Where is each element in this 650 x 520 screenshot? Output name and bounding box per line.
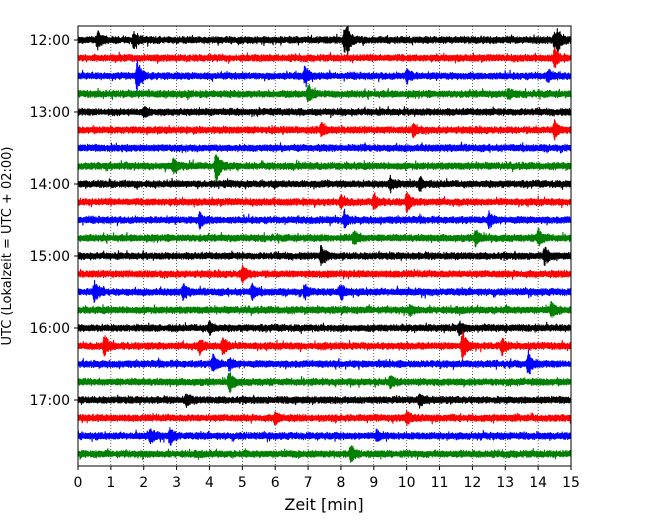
x-tick-label: 5 bbox=[238, 475, 247, 491]
x-tick-label: 9 bbox=[369, 475, 378, 491]
x-tick-label: 8 bbox=[336, 475, 345, 491]
trace-1615 bbox=[77, 331, 572, 363]
y-tick-label: 13:00 bbox=[30, 105, 70, 121]
x-tick-label: 10 bbox=[398, 475, 416, 491]
x-tick-label: 13 bbox=[496, 475, 514, 491]
trace-1630 bbox=[77, 349, 572, 375]
trace-1700 bbox=[77, 393, 572, 409]
trace-1245 bbox=[77, 84, 572, 103]
y-axis-ticks: 12:00 13:00 14:00 15:00 16:00 17:00 bbox=[30, 33, 78, 409]
x-tick-label: 0 bbox=[74, 475, 83, 491]
trace-1430 bbox=[77, 208, 572, 230]
x-tick-label: 3 bbox=[172, 475, 181, 491]
x-tick-label: 11 bbox=[431, 475, 449, 491]
x-tick-label: 2 bbox=[139, 475, 148, 491]
y-tick-label: 15:00 bbox=[30, 249, 70, 265]
x-tick-label: 15 bbox=[562, 475, 580, 491]
trace-1500 bbox=[77, 245, 572, 267]
x-tick-label: 1 bbox=[106, 475, 115, 491]
trace-1230 bbox=[77, 59, 572, 96]
x-tick-label: 7 bbox=[304, 475, 313, 491]
trace-1215 bbox=[77, 46, 572, 68]
trace-1545 bbox=[77, 301, 572, 318]
trace-1730 bbox=[77, 427, 572, 446]
x-axis-label: Zeit [min] bbox=[284, 495, 363, 514]
x-axis-ticks: 0 1 2 3 4 5 6 7 8 9 10 11 12 13 14 15 bbox=[74, 466, 580, 491]
plot-frame bbox=[77, 25, 572, 467]
trace-1530 bbox=[77, 279, 572, 304]
trace-1445 bbox=[77, 227, 572, 248]
y-axis-label: UTC (Lokalzeit = UTC + 02:00) bbox=[0, 147, 15, 346]
trace-1400 bbox=[77, 174, 572, 194]
x-tick-label: 14 bbox=[529, 475, 547, 491]
trace-1330 bbox=[77, 141, 572, 154]
y-tick-label: 16:00 bbox=[30, 321, 70, 337]
trace-1745 bbox=[77, 445, 572, 463]
trace-group bbox=[77, 25, 572, 463]
y-tick-label: 12:00 bbox=[30, 33, 70, 49]
trace-1200 bbox=[77, 25, 572, 56]
x-tick-label: 4 bbox=[205, 475, 214, 491]
x-tick-label: 12 bbox=[463, 475, 481, 491]
trace-1315 bbox=[77, 119, 572, 141]
y-tick-label: 17:00 bbox=[30, 393, 70, 409]
x-tick-label: 6 bbox=[271, 475, 280, 491]
trace-1715 bbox=[77, 409, 572, 427]
trace-1645 bbox=[77, 372, 572, 394]
trace-1515 bbox=[77, 264, 572, 284]
trace-1345 bbox=[77, 154, 572, 185]
trace-1300 bbox=[77, 105, 572, 119]
grid-lines bbox=[110, 26, 539, 466]
trace-1415 bbox=[77, 191, 572, 214]
y-tick-label: 14:00 bbox=[30, 177, 70, 193]
trace-1600 bbox=[77, 320, 572, 337]
